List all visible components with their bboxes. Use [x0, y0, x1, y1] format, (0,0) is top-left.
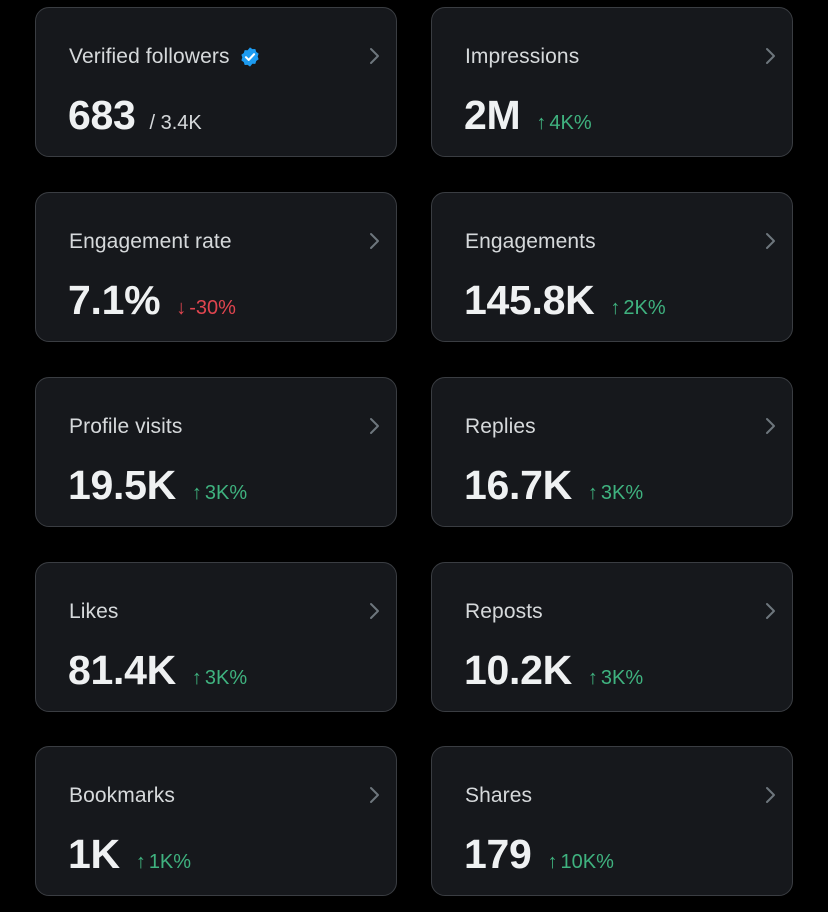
chevron-right-icon: [766, 233, 775, 249]
metric-change: ↑ 3K%: [192, 667, 247, 690]
metric-value-row: 2M ↑ 4K%: [464, 92, 592, 139]
metric-value-row: 683 / 3.4K: [68, 92, 202, 139]
metric-label-wrap: Engagement rate: [69, 230, 232, 254]
metric-label: Likes: [69, 600, 119, 623]
metric-value: 683: [68, 92, 136, 138]
metric-label: Impressions: [465, 45, 580, 68]
metric-change-value: 3K%: [204, 482, 248, 504]
metric-value-row: 179 ↑ 10K%: [464, 831, 614, 878]
metric-change-value: 10K%: [560, 851, 614, 873]
metric-total: / 3.4K: [149, 112, 202, 134]
metric-value: 81.4K: [68, 647, 176, 693]
arrow-up-icon: ↑: [191, 667, 202, 689]
metric-label-wrap: Reposts: [465, 600, 543, 624]
metric-change-value: 2K%: [623, 297, 666, 319]
metric-change: ↑ 3K%: [192, 482, 247, 505]
metric-card-likes[interactable]: Likes 81.4K ↑ 3K%: [35, 562, 397, 712]
metric-value: 19.5K: [68, 462, 176, 508]
metric-label-wrap: Engagements: [465, 230, 596, 254]
chevron-right-icon: [766, 48, 775, 64]
metric-card-profile-visits[interactable]: Profile visits 19.5K ↑ 3K%: [35, 377, 397, 527]
metric-change-value: 3K%: [204, 667, 248, 689]
metric-value: 1K: [68, 831, 120, 877]
metric-label: Profile visits: [69, 415, 183, 438]
metric-card-shares[interactable]: Shares 179 ↑ 10K%: [431, 746, 793, 896]
arrow-up-icon: ↑: [587, 667, 598, 689]
metric-label-wrap: Likes: [69, 600, 119, 624]
metric-change: ↑ 4K%: [536, 112, 591, 135]
chevron-right-icon: [370, 418, 379, 434]
metric-label-wrap: Profile visits: [69, 415, 182, 439]
metric-change: ↑ 1K%: [136, 851, 191, 874]
metric-value-row: 81.4K ↑ 3K%: [68, 647, 247, 694]
metric-value-row: 16.7K ↑ 3K%: [464, 462, 643, 509]
metric-value-row: 1K ↑ 1K%: [68, 831, 191, 878]
metric-change: ↑ 3K%: [588, 482, 643, 505]
metric-label: Reposts: [465, 600, 543, 623]
metric-card-impressions[interactable]: Impressions 2M ↑ 4K%: [431, 7, 793, 157]
metric-label: Engagements: [465, 230, 596, 253]
metric-card-replies[interactable]: Replies 16.7K ↑ 3K%: [431, 377, 793, 527]
chevron-right-icon: [766, 603, 775, 619]
metric-change-value: 1K%: [148, 851, 192, 873]
metric-value: 16.7K: [464, 462, 572, 508]
metric-value-row: 7.1% ↓ -30%: [68, 277, 236, 324]
metric-value-row: 145.8K ↑ 2K%: [464, 277, 666, 324]
metric-label: Verified followers: [69, 45, 230, 68]
arrow-up-icon: ↑: [536, 112, 547, 134]
metric-value: 2M: [464, 92, 521, 138]
metric-card-engagements[interactable]: Engagements 145.8K ↑ 2K%: [431, 192, 793, 342]
metric-label-wrap: Bookmarks: [69, 784, 175, 808]
metric-label: Engagement rate: [69, 230, 232, 253]
arrow-down-icon: ↓: [176, 297, 187, 319]
metric-label-wrap: Shares: [465, 784, 532, 808]
metric-change-value: 3K%: [600, 482, 644, 504]
metric-change: ↑ 10K%: [548, 851, 614, 874]
chevron-right-icon: [370, 603, 379, 619]
chevron-right-icon: [766, 787, 775, 803]
arrow-up-icon: ↑: [587, 482, 598, 504]
metric-label-wrap: Verified followers: [69, 45, 261, 69]
arrow-up-icon: ↑: [135, 851, 146, 873]
metric-value: 7.1%: [68, 277, 161, 323]
chevron-right-icon: [370, 233, 379, 249]
metric-change-value: 3K%: [600, 667, 644, 689]
verified-badge-icon: [240, 47, 259, 67]
metric-value: 179: [464, 831, 532, 877]
metric-label: Replies: [465, 415, 536, 438]
metric-label-wrap: Impressions: [465, 45, 579, 69]
arrow-up-icon: ↑: [191, 482, 202, 504]
metric-label-wrap: Replies: [465, 415, 536, 439]
metric-label: Shares: [465, 784, 533, 807]
metric-card-bookmarks[interactable]: Bookmarks 1K ↑ 1K%: [35, 746, 397, 896]
arrow-up-icon: ↑: [610, 297, 621, 319]
metric-change-value: -30%: [189, 297, 236, 319]
metric-value-row: 10.2K ↑ 3K%: [464, 647, 643, 694]
metric-card-reposts[interactable]: Reposts 10.2K ↑ 3K%: [431, 562, 793, 712]
metric-change: ↑ 3K%: [588, 667, 643, 690]
metric-card-verified-followers[interactable]: Verified followers 683 / 3.4K: [35, 7, 397, 157]
metric-card-engagement-rate[interactable]: Engagement rate 7.1% ↓ -30%: [35, 192, 397, 342]
metric-value-row: 19.5K ↑ 3K%: [68, 462, 247, 509]
arrow-up-icon: ↑: [547, 851, 558, 873]
metric-value: 10.2K: [464, 647, 572, 693]
metric-value: 145.8K: [464, 277, 595, 323]
metric-change: ↓ -30%: [176, 297, 236, 320]
metric-change: ↑ 2K%: [610, 297, 665, 320]
metric-label: Bookmarks: [69, 784, 175, 807]
chevron-right-icon: [370, 48, 379, 64]
chevron-right-icon: [370, 787, 379, 803]
metric-change-value: 4K%: [549, 112, 592, 134]
chevron-right-icon: [766, 418, 775, 434]
